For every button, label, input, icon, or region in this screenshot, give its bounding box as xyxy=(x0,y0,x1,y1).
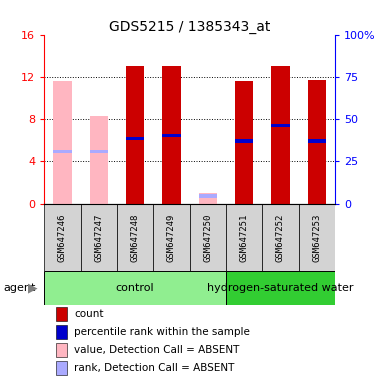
Text: rank, Detection Call = ABSENT: rank, Detection Call = ABSENT xyxy=(74,363,234,373)
Text: percentile rank within the sample: percentile rank within the sample xyxy=(74,327,250,337)
Text: agent: agent xyxy=(4,283,36,293)
Text: value, Detection Call = ABSENT: value, Detection Call = ABSENT xyxy=(74,345,239,355)
Bar xyxy=(235,139,253,142)
Bar xyxy=(235,81,253,204)
Bar xyxy=(54,150,72,153)
Bar xyxy=(199,194,217,198)
Bar xyxy=(90,150,108,153)
Bar xyxy=(262,204,299,271)
Text: control: control xyxy=(116,283,154,293)
Text: GSM647252: GSM647252 xyxy=(276,213,285,262)
Bar xyxy=(299,204,335,271)
Text: hydrogen-saturated water: hydrogen-saturated water xyxy=(207,283,354,293)
Bar xyxy=(199,193,217,204)
Text: GSM647248: GSM647248 xyxy=(131,213,140,262)
Bar xyxy=(271,124,290,127)
Bar xyxy=(44,204,80,271)
Bar xyxy=(126,137,144,140)
Bar xyxy=(56,361,67,375)
Bar xyxy=(90,116,108,204)
Bar xyxy=(54,81,72,204)
Bar xyxy=(44,271,226,305)
Bar xyxy=(126,66,144,204)
Title: GDS5215 / 1385343_at: GDS5215 / 1385343_at xyxy=(109,20,270,33)
Bar xyxy=(226,204,262,271)
Text: ▶: ▶ xyxy=(28,281,37,295)
Bar xyxy=(117,204,153,271)
Text: count: count xyxy=(74,309,104,319)
Bar xyxy=(162,66,181,204)
Text: GSM647250: GSM647250 xyxy=(203,213,212,262)
Bar xyxy=(271,66,290,204)
Text: GSM647246: GSM647246 xyxy=(58,213,67,262)
Bar xyxy=(56,325,67,339)
Bar xyxy=(308,80,326,204)
Bar xyxy=(56,307,67,321)
Bar xyxy=(190,204,226,271)
Bar xyxy=(80,204,117,271)
Bar xyxy=(226,271,335,305)
Bar xyxy=(162,134,181,137)
Text: GSM647247: GSM647247 xyxy=(94,213,103,262)
Bar xyxy=(308,139,326,142)
Text: GSM647253: GSM647253 xyxy=(312,213,321,262)
Text: GSM647251: GSM647251 xyxy=(239,213,249,262)
Bar xyxy=(56,343,67,357)
Text: GSM647249: GSM647249 xyxy=(167,213,176,262)
Bar xyxy=(153,204,189,271)
